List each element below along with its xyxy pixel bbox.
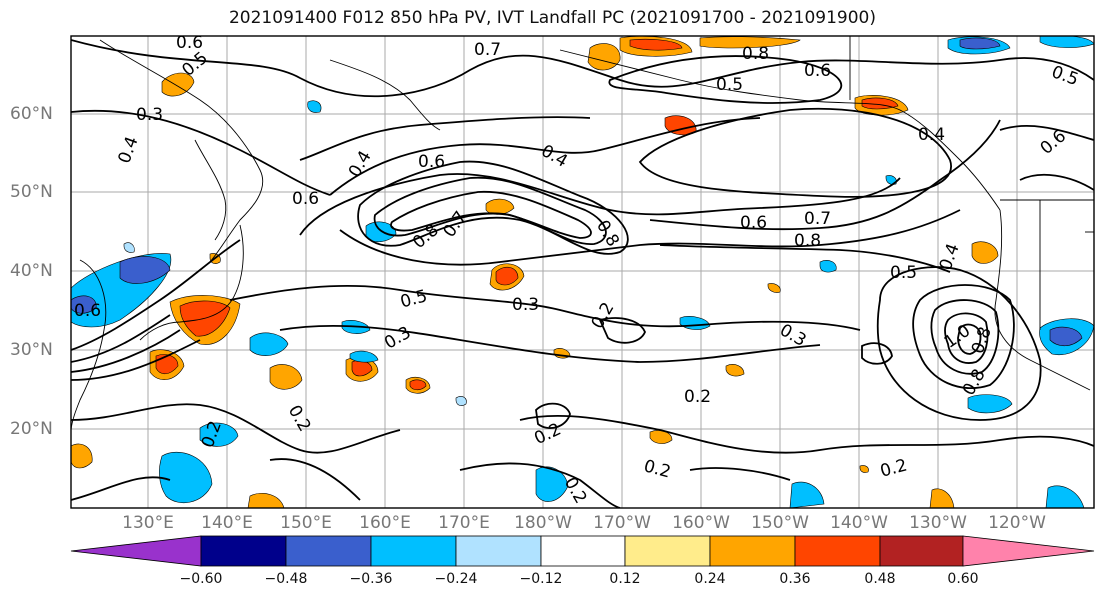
lon-label: 120°W: [988, 513, 1046, 533]
pv-shading: [71, 36, 1094, 508]
lat-label: 60°N: [10, 104, 53, 124]
contour-label: 0.3: [136, 105, 163, 125]
plot-frame: [70, 35, 1095, 509]
colorbar-tick-label: 0.60: [947, 571, 979, 587]
contour-label: 0.8: [794, 231, 821, 251]
contour-label: 0.4: [936, 241, 964, 273]
lat-label: 30°N: [10, 340, 53, 360]
colorbar-tick-label: −0.36: [349, 571, 393, 587]
contour-label: 0.6: [74, 301, 101, 321]
contour-label: 0.2: [684, 387, 711, 407]
lon-label: 170°W: [593, 513, 651, 533]
contour-label: 0.6: [418, 152, 445, 172]
lat-label: 50°N: [10, 182, 53, 202]
lon-label: 170°E: [438, 513, 490, 533]
contour-label: 0.2: [642, 456, 673, 482]
contour-label: 0.8: [742, 44, 769, 64]
colorbar: [70, 535, 1095, 567]
contour-label: 0.3: [381, 323, 414, 354]
pv-contours: [71, 39, 1094, 508]
contour-label: 0.7: [440, 208, 472, 242]
contour-label: 0.3: [512, 295, 539, 315]
lon-label: 180°W: [514, 513, 572, 533]
colorbar-tick-label: 0.12: [609, 571, 641, 587]
contour-label: 0.5: [890, 263, 917, 283]
colorbar-tick-label: 0.36: [779, 571, 811, 587]
gridlines: [71, 36, 1094, 508]
coastlines: [71, 36, 1094, 431]
lon-label: 130°E: [122, 513, 174, 533]
contour-label: 0.6: [292, 189, 319, 209]
contour-label: 0.7: [804, 209, 831, 229]
lon-label: 160°E: [359, 513, 411, 533]
contour-label: 0.6: [176, 33, 203, 53]
colorbar-tick-label: 0.24: [694, 571, 726, 587]
contour-label: 0.2: [878, 455, 909, 481]
contour-label: 0.8: [592, 217, 623, 250]
lat-label: 20°N: [10, 419, 53, 439]
map-title: 2021091400 F012 850 hPa PV, IVT Landfall…: [228, 8, 876, 28]
contour-label: 0.8: [959, 366, 990, 399]
lon-label: 150°W: [751, 513, 809, 533]
colorbar-tick-label: −0.24: [434, 571, 478, 587]
lon-label: 140°W: [830, 513, 888, 533]
lon-label: 130°W: [909, 513, 967, 533]
contour-label: 0.4: [918, 125, 945, 145]
contour-label: 0.4: [115, 134, 143, 166]
lon-label: 150°E: [280, 513, 332, 533]
lon-label: 160°W: [672, 513, 730, 533]
contour-label: 0.6: [740, 213, 767, 233]
colorbar-tick-label: 0.48: [864, 571, 896, 587]
lat-label: 40°N: [10, 261, 53, 281]
contour-label: 0.2: [531, 419, 564, 449]
contour-label: 0.4: [345, 147, 376, 180]
contour-label: 0.8: [968, 324, 996, 356]
contour-label: 0.5: [716, 75, 743, 95]
colorbar-extend-left: [70, 535, 202, 567]
contour-label: 0.6: [804, 61, 831, 81]
colorbar-extend-right: [962, 535, 1095, 567]
contour-label: 0.2: [284, 402, 315, 435]
contour-label: 0.7: [474, 40, 501, 60]
contour-label: 0.5: [1049, 62, 1081, 90]
colorbar-tick-label: −0.48: [264, 571, 308, 587]
colorbar-tick-label: −0.60: [179, 571, 223, 587]
contour-label: 0.2: [588, 299, 619, 332]
colorbar-tick-label: −0.12: [519, 571, 563, 587]
lon-label: 140°E: [201, 513, 253, 533]
